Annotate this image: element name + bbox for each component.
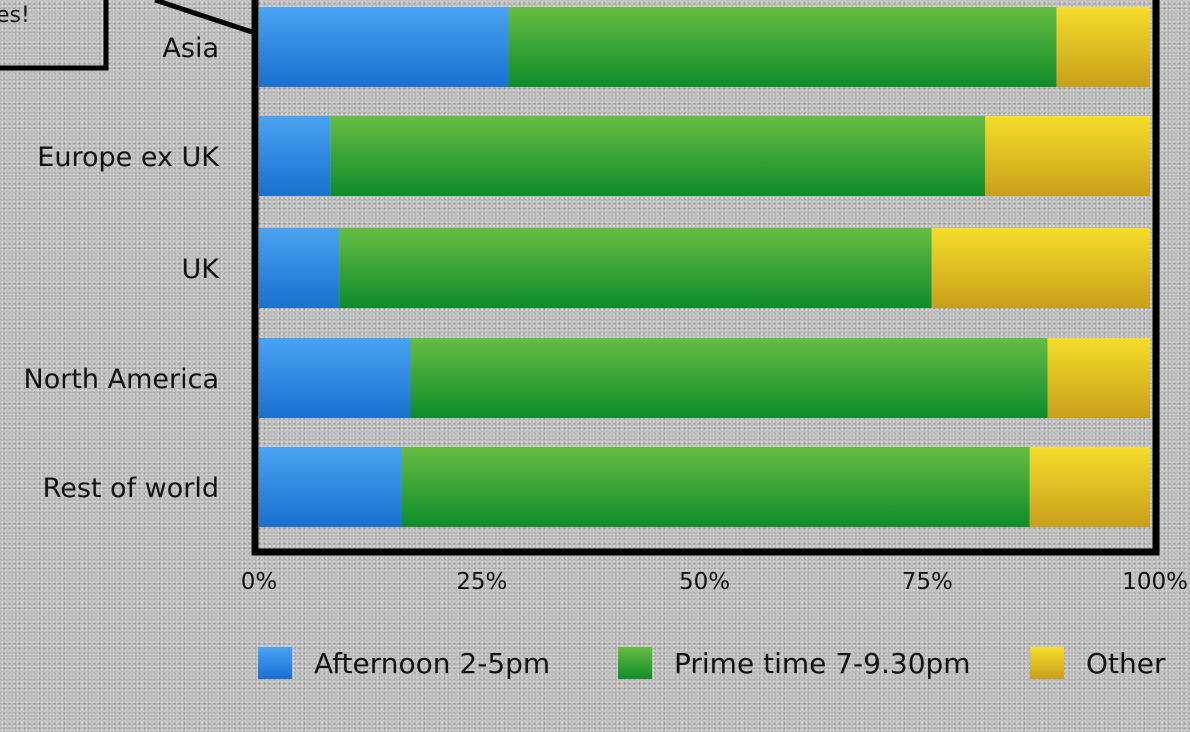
x-tick-label: 50% <box>679 569 730 595</box>
bar-north-america-afternoon-2-5pm <box>259 338 411 418</box>
category-labels: Asia Europe ex UK UK North America Rest of w… <box>24 33 221 504</box>
legend-swatch <box>258 647 292 679</box>
bar-rest-of-world-prime-time-7-9-30pm <box>401 447 1030 527</box>
category-label: Rest of world <box>43 473 219 504</box>
callout-text: es! <box>0 3 30 28</box>
bar-uk-prime-time-7-9-30pm <box>339 228 932 308</box>
x-axis-ticks: 0% 25% 50% 75% 100% <box>241 569 1188 595</box>
bar-europe-ex-uk-other <box>985 116 1150 196</box>
x-tick-label: 75% <box>902 569 953 595</box>
bar-north-america-other <box>1047 338 1150 418</box>
legend-swatch <box>618 647 652 679</box>
bar-europe-ex-uk-prime-time-7-9-30pm <box>330 116 986 196</box>
bar-rest-of-world-afternoon-2-5pm <box>259 447 402 527</box>
x-tick-label: 25% <box>456 569 507 595</box>
bar-europe-ex-uk-afternoon-2-5pm <box>259 116 331 196</box>
legend-label: Other <box>1086 647 1166 680</box>
callout-box <box>0 0 109 71</box>
plot-frame <box>251 0 1160 556</box>
callout: es! <box>0 0 256 71</box>
bar-rest-of-world-other <box>1029 447 1150 527</box>
legend: Afternoon 2-5pm Prime time 7-9.30pm Other <box>258 647 1166 680</box>
legend-label: Prime time 7-9.30pm <box>674 647 971 680</box>
legend-swatch <box>1030 647 1064 679</box>
bar-uk-afternoon-2-5pm <box>259 228 340 308</box>
x-tick-label: 100% <box>1122 569 1188 595</box>
bar-north-america-prime-time-7-9-30pm <box>410 338 1048 418</box>
category-label: Europe ex UK <box>37 142 220 173</box>
category-label: UK <box>182 254 221 285</box>
legend-label: Afternoon 2-5pm <box>314 647 550 680</box>
bar-asia-afternoon-2-5pm <box>259 7 509 87</box>
bars <box>259 7 1150 527</box>
callout-pointer <box>154 0 256 36</box>
bar-asia-prime-time-7-9-30pm <box>508 7 1057 87</box>
bar-uk-other <box>931 228 1150 308</box>
bar-asia-other <box>1056 7 1150 87</box>
category-label: Asia <box>162 33 219 64</box>
category-label: North America <box>24 364 219 395</box>
x-tick-label: 0% <box>241 569 278 595</box>
